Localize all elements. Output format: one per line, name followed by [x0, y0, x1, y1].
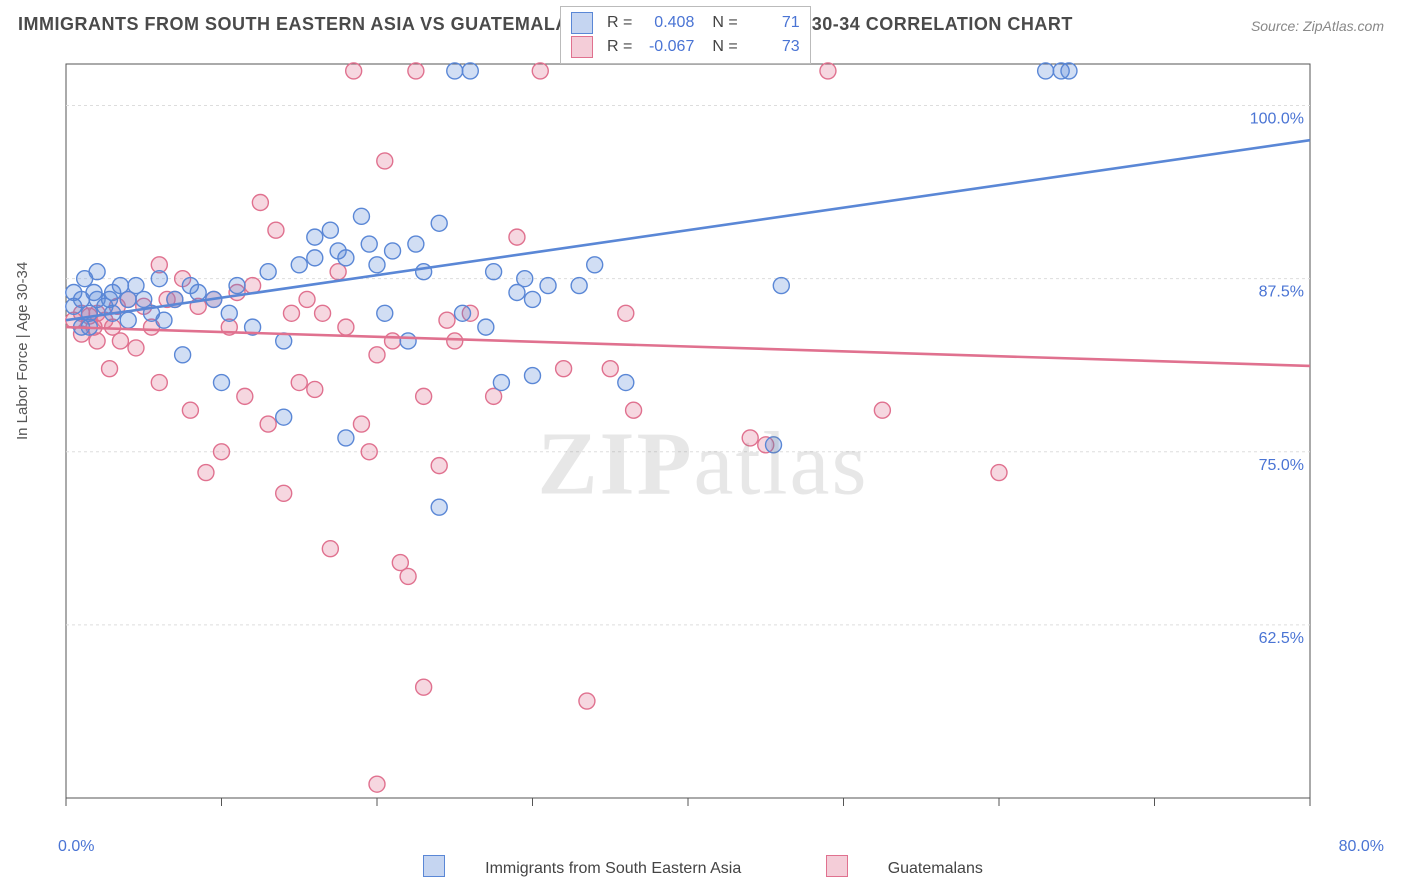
legend-label-guat: Guatemalans	[888, 860, 983, 877]
source-label: Source: ZipAtlas.com	[1251, 18, 1384, 34]
swatch-sea	[423, 855, 445, 877]
y-axis-label: In Labor Force | Age 30-34	[14, 262, 31, 440]
scatter-plot: 62.5% 75.0% 87.5% 100.0%	[60, 58, 1370, 818]
legend-series: Immigrants from South Eastern Asia Guate…	[0, 855, 1406, 878]
legend-item-guat: Guatemalans	[806, 860, 1003, 877]
svg-text:75.0%: 75.0%	[1259, 457, 1304, 474]
legend-stats: R =0.408 N =71 R =-0.067 N =73	[560, 6, 811, 64]
svg-text:62.5%: 62.5%	[1259, 630, 1304, 647]
svg-text:100.0%: 100.0%	[1250, 111, 1304, 128]
legend-item-sea: Immigrants from South Eastern Asia	[403, 860, 766, 877]
x-axis-max: 80.0%	[1339, 838, 1384, 856]
swatch-guat	[826, 855, 848, 877]
svg-text:87.5%: 87.5%	[1259, 284, 1304, 301]
legend-label-sea: Immigrants from South Eastern Asia	[485, 860, 741, 877]
x-axis-min: 0.0%	[58, 838, 94, 856]
chart-title: IMMIGRANTS FROM SOUTH EASTERN ASIA VS GU…	[18, 14, 1073, 35]
